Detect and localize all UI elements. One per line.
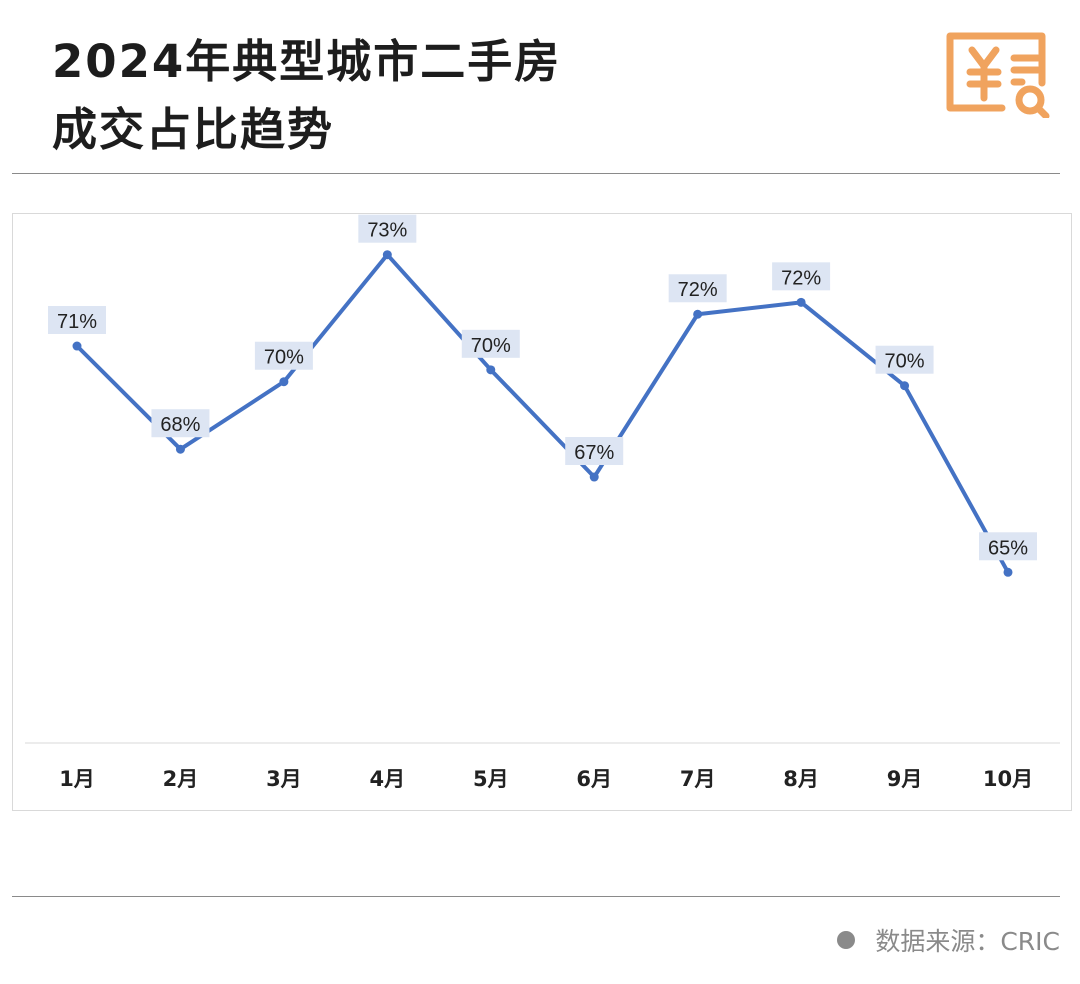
data-label: 72% [781,267,821,289]
x-tick-label: 6月 [576,767,612,791]
x-tick-label: 10月 [983,767,1033,791]
data-label-bg [254,341,313,370]
x-tick-label: 5月 [473,767,509,791]
data-point [693,309,703,319]
data-point [279,377,289,387]
x-tick-label: 1月 [59,767,95,791]
data-label-bg [358,214,417,243]
data-point [589,472,599,482]
data-point [1003,567,1013,577]
data-label-bg [772,262,831,291]
data-label: 72% [678,279,718,301]
invoice-search-icon [946,32,1050,118]
page-title: 2024年典型城市二手房 成交占比趋势 [52,28,561,164]
data-label: 67% [574,442,614,464]
data-point [382,250,392,260]
title-line-2: 成交占比趋势 [52,103,335,156]
x-tick-label: 4月 [370,767,406,791]
x-tick-label: 8月 [783,767,819,791]
data-label: 71% [57,311,97,333]
data-point [486,365,496,375]
data-label-bg [565,437,624,466]
data-label: 70% [471,335,511,357]
data-label-bg [461,329,520,358]
data-source: 数据来源：CRIC [837,922,1060,958]
data-label: 73% [367,220,407,242]
data-point [175,444,185,454]
bullet-icon [837,931,856,949]
bottom-divider [12,896,1060,897]
title-line-1: 2024年典型城市二手房 [52,35,562,88]
x-tick-label: 7月 [680,767,716,791]
source-text: 数据来源：CRIC [875,927,1060,956]
data-label-bg [668,274,727,303]
data-label: 65% [988,537,1028,559]
top-divider [12,173,1060,174]
data-point [796,297,806,307]
data-point [900,381,910,391]
data-label: 70% [885,351,925,373]
data-label-bg [979,532,1037,561]
x-tick-label: 2月 [163,767,199,791]
chart-frame [12,213,1072,811]
x-tick-label: 3月 [266,767,302,791]
data-label: 70% [264,347,304,369]
data-point [72,341,82,351]
data-label: 68% [160,414,200,436]
x-tick-label: 9月 [887,767,923,791]
data-label-bg [151,409,210,438]
data-label-bg [875,345,934,374]
series-line [75,252,1010,574]
data-label-bg [48,306,106,335]
